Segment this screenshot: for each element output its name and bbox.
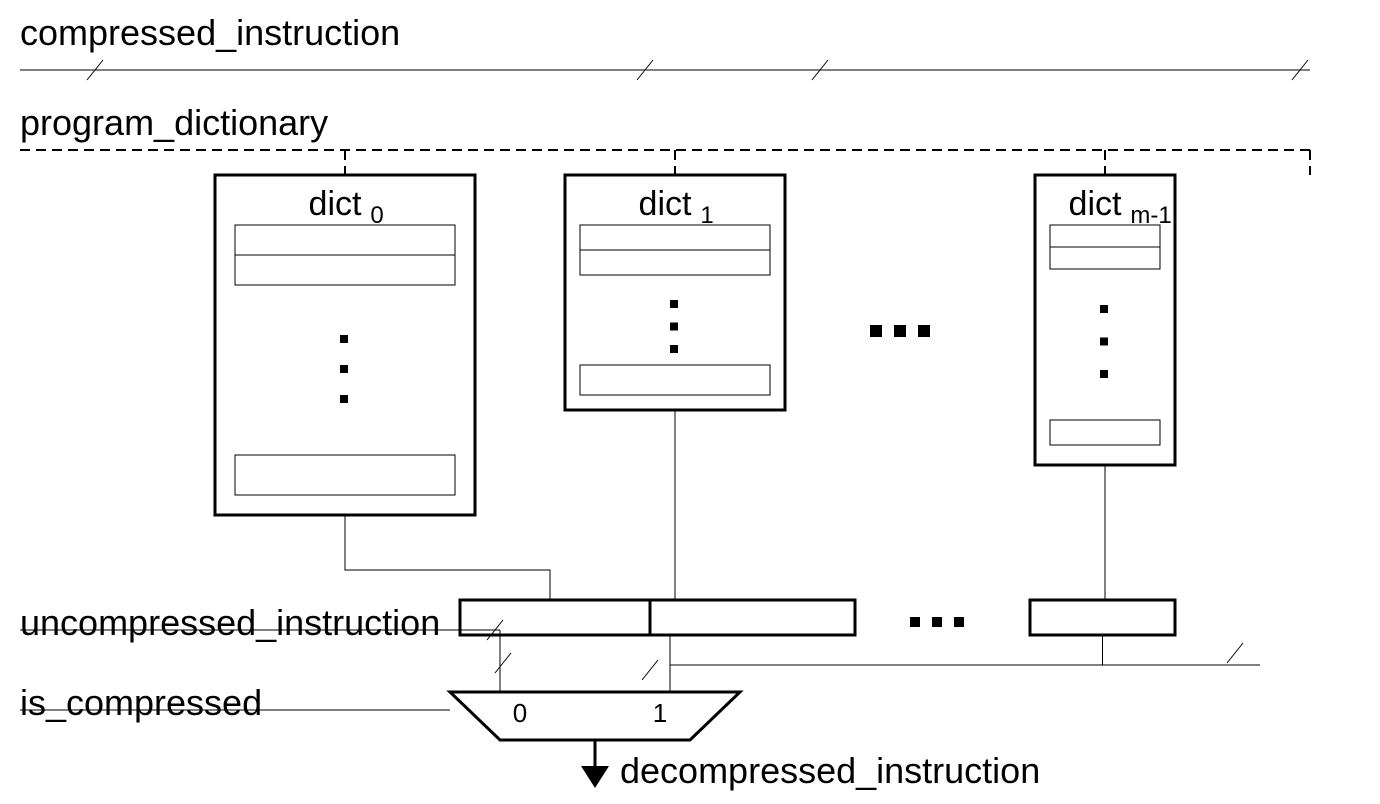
svg-text:dict: dict bbox=[1069, 185, 1122, 223]
svg-text:dict: dict bbox=[639, 185, 692, 223]
decompression-diagram: compressed_instruction program_dictionary… bbox=[0, 0, 1380, 799]
svg-text:dict: dict bbox=[309, 185, 362, 223]
svg-text:program_dictionary: program_dictionary bbox=[20, 102, 328, 143]
svg-text:0: 0 bbox=[513, 698, 527, 728]
svg-text:1: 1 bbox=[653, 698, 667, 728]
svg-text:is_compressed: is_compressed bbox=[20, 682, 262, 723]
svg-text:uncompressed_instruction: uncompressed_instruction bbox=[20, 602, 440, 643]
svg-text:compressed_instruction: compressed_instruction bbox=[20, 12, 400, 53]
svg-text:decompressed_instruction: decompressed_instruction bbox=[620, 750, 1040, 791]
